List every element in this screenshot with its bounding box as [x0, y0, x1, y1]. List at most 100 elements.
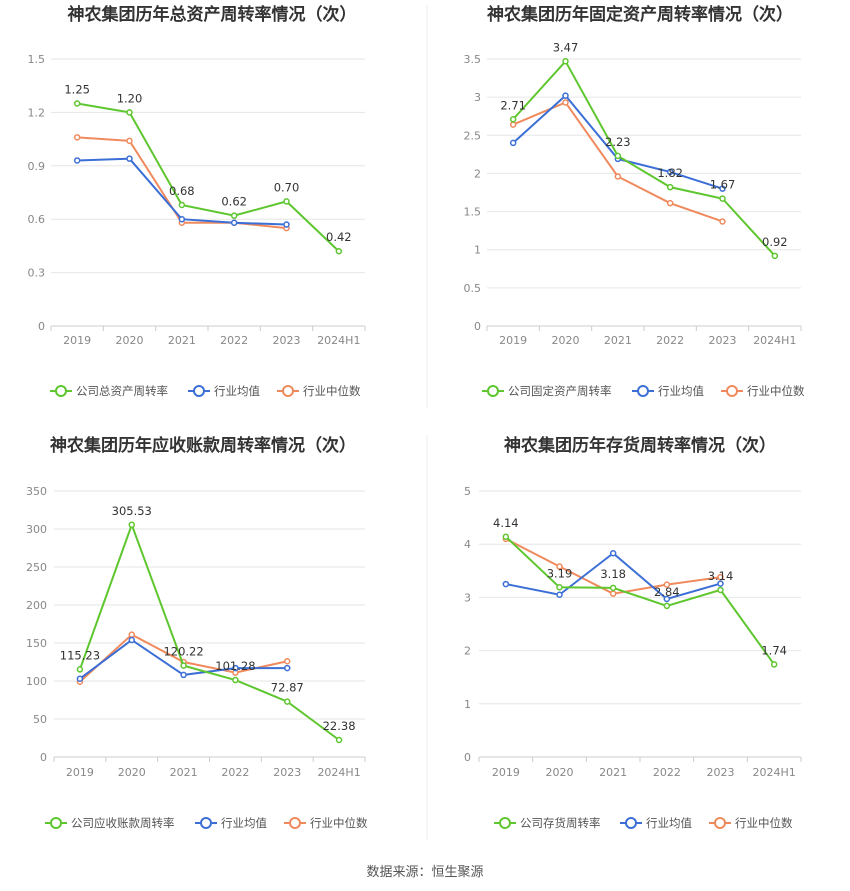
- data-point: [284, 657, 291, 665]
- x-tick-label: 2023: [273, 766, 301, 779]
- y-tick-label: 1: [464, 698, 471, 711]
- x-tick-label: 2023: [273, 334, 301, 347]
- data-label: 3.19: [547, 566, 573, 580]
- data-point: [509, 116, 517, 123]
- data-point: [614, 173, 622, 180]
- data-point: [283, 221, 290, 228]
- legend-label: 行业中位数: [735, 816, 793, 830]
- x-tick-label: 2022: [653, 766, 681, 779]
- data-point: [509, 139, 517, 147]
- data-point: [556, 584, 563, 591]
- data-label: 1.82: [657, 166, 683, 180]
- data-point: [284, 664, 291, 672]
- chart-panel-1: 神农集团历年总资产周转率情况（次） 0 0.3 0.6 0.9 1.2 1.5 2019 202…: [28, 4, 366, 398]
- x-tick-label: 2019: [66, 766, 94, 779]
- data-point: [663, 581, 671, 588]
- x-tick-label: 2020: [116, 334, 144, 347]
- legend-marker: [193, 385, 205, 397]
- legend-item: 公司总资产周转率: [50, 384, 168, 398]
- y-tick-label: 200: [26, 599, 47, 612]
- data-label: 1.20: [117, 91, 143, 105]
- data-point: [609, 584, 617, 592]
- data-point: [614, 152, 622, 160]
- data-point: [230, 219, 238, 227]
- data-point: [562, 58, 569, 65]
- y-tick-label: 0: [474, 320, 481, 333]
- data-point: [180, 671, 187, 679]
- legend-label: 公司固定资产周转率: [508, 384, 612, 398]
- data-point: [283, 198, 290, 205]
- x-tick-label: 2021: [599, 766, 627, 779]
- data-point: [73, 134, 81, 141]
- legend-item: 行业中位数: [709, 816, 793, 830]
- data-label: 4.14: [493, 516, 519, 530]
- data-point: [126, 155, 133, 162]
- data-point: [663, 595, 671, 603]
- x-tick-label: 2019: [492, 766, 520, 779]
- y-tick-label: 1: [474, 244, 481, 257]
- x-tick-label: 2024H1: [317, 334, 360, 347]
- legend-item: 行业中位数: [277, 384, 361, 398]
- data-point: [232, 664, 239, 672]
- chart-panel-4: 神农集团历年存货周转率情况（次） 0 1 2 3 4 5 2019 2020 2021 2022 20…: [464, 435, 802, 830]
- data-point: [556, 591, 563, 598]
- data-point: [719, 218, 726, 225]
- data-point: [178, 201, 186, 209]
- x-tick-label: 2023: [709, 334, 737, 347]
- x-tick-label: 2020: [118, 766, 146, 779]
- series-line-company: [505, 536, 775, 666]
- y-tick-label: 0: [40, 751, 47, 764]
- data-point: [717, 573, 724, 581]
- y-tick-label: 250: [26, 561, 47, 574]
- data-label: 3.47: [553, 40, 579, 54]
- data-point: [335, 247, 343, 255]
- y-tick-label: 0.9: [28, 160, 46, 173]
- y-tick-label: 0.3: [28, 267, 46, 280]
- legend-marker: [200, 817, 212, 829]
- data-point: [509, 121, 517, 128]
- chart-panel-3: 神农集团历年应收账款周转率情况（次） 0 50 100 150 200 250 300 350 2…: [26, 435, 368, 830]
- y-tick-label: 0: [464, 751, 471, 764]
- y-tick-label: 5: [464, 485, 471, 498]
- y-tick-label: 3: [474, 91, 481, 104]
- data-point: [284, 698, 291, 705]
- data-point: [73, 157, 81, 164]
- legend-item: 公司应收账款周转率: [45, 816, 175, 830]
- data-point: [719, 185, 726, 192]
- data-point: [73, 100, 81, 107]
- data-label: 1.74: [761, 643, 787, 657]
- legend-label: 公司总资产周转率: [76, 384, 168, 398]
- data-label: 2.23: [605, 135, 631, 149]
- data-point: [232, 676, 239, 684]
- y-tick-label: 3: [464, 591, 471, 604]
- legend-label: 行业均值: [221, 816, 267, 830]
- y-tick-label: 1.5: [464, 206, 482, 219]
- y-tick-label: 0: [38, 320, 45, 333]
- legend-marker: [714, 817, 726, 829]
- data-point: [609, 549, 617, 557]
- chart-title: 神农集团历年应收账款周转率情况（次）: [50, 435, 356, 456]
- data-label: 3.18: [600, 567, 626, 581]
- legend-label: 行业中位数: [310, 816, 368, 830]
- data-point: [128, 636, 135, 644]
- legend-marker: [487, 385, 499, 397]
- data-point: [666, 183, 674, 191]
- legend-marker: [55, 385, 67, 397]
- y-tick-label: 2: [474, 167, 481, 180]
- data-point: [76, 666, 84, 673]
- data-point: [502, 533, 510, 541]
- legend-item: 行业中位数: [284, 816, 368, 830]
- legend-label: 行业中位数: [747, 384, 805, 398]
- legend-marker: [499, 817, 511, 829]
- data-label: 72.87: [271, 681, 304, 695]
- data-point: [76, 675, 84, 682]
- legend-label: 行业中位数: [303, 384, 361, 398]
- series-line-company: [512, 59, 776, 257]
- x-tick-label: 2019: [63, 334, 91, 347]
- data-point: [663, 602, 671, 610]
- x-tick-label: 2021: [170, 766, 198, 779]
- data-label: 22.38: [323, 719, 356, 733]
- data-point: [230, 212, 238, 219]
- data-point: [180, 662, 187, 669]
